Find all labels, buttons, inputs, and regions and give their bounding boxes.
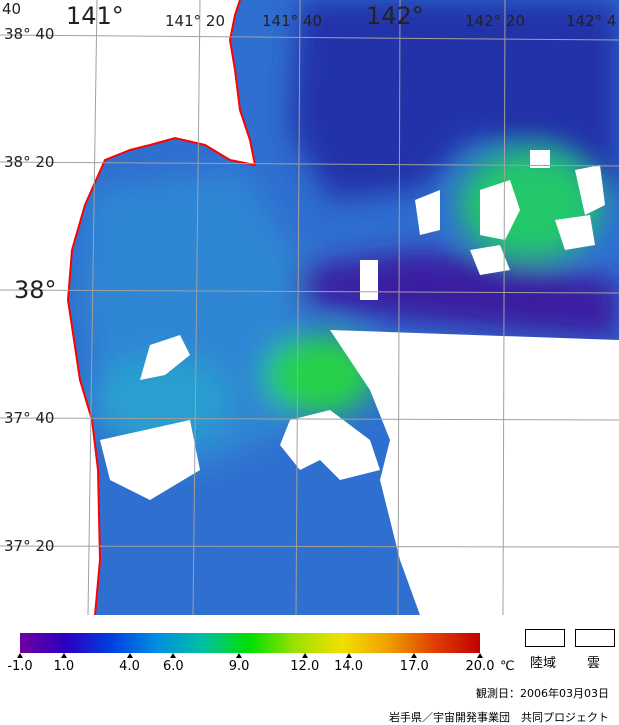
longitude-label-142-40: 142° 4 [566, 12, 617, 30]
organization-credit: 岩手県／宇宙開発事業団 共同プロジェクト [389, 711, 609, 724]
coastline [66, 0, 257, 615]
colorbar [20, 633, 480, 653]
colorbar-tick-label: 12.0 [290, 659, 320, 674]
graticule [0, 0, 619, 615]
colorbar-tick-label: 9.0 [228, 659, 250, 674]
corner-label: 40 [2, 0, 22, 18]
land-label: 陸域 [530, 656, 557, 671]
colorbar-tick-mark [60, 653, 67, 658]
sea-surface-temperature-map: 40 141° 141° 20 141° 40 142° 142° 20 142… [0, 0, 619, 615]
cloud-masks [100, 150, 619, 615]
latitude-label-38: 38° [14, 276, 57, 304]
colorbar-tick-mark [236, 653, 243, 658]
map-canvas [0, 0, 619, 615]
latitude-label-37-20: 37° 20 [4, 537, 55, 555]
colorbar-tick-mark [17, 653, 23, 658]
colorbar-tick-label: 6.0 [162, 659, 184, 674]
colorbar-tick-mark [126, 653, 133, 658]
longitude-label-141-40: 141° 40 [262, 12, 322, 30]
cloud-swatch [575, 629, 615, 647]
colorbar-tick-mark [170, 653, 177, 658]
colorbar-tick-mark [345, 653, 352, 658]
longitude-label-142-20: 142° 20 [465, 12, 525, 30]
observation-date: 観測日：2006年03月03日 [476, 687, 609, 700]
latitude-label-38-20: 38° 20 [4, 153, 55, 171]
cold-band-north [290, 0, 619, 200]
cloud-label: 雲 [587, 656, 601, 671]
land-swatch [525, 629, 565, 647]
colorbar-tick-mark [301, 653, 308, 658]
colorbar-tick-label: 20.0 [465, 659, 495, 674]
colorbar-tick-label: 1.0 [53, 659, 75, 674]
colorbar-tick-label: 4.0 [119, 659, 140, 674]
longitude-label-141: 141° [66, 2, 124, 30]
temperature-legend: -1.0 1.0 4.0 6.0 9.0 12.0 14.0 17.0 20.0 ℃ 陸域 雲 … [0, 615, 619, 725]
latitude-label-38-40: 38° 40 [4, 25, 55, 43]
colorbar-tick-label: 14.0 [334, 659, 364, 674]
longitude-label-142: 142° [366, 2, 424, 30]
colorbar-tick-mark [411, 653, 418, 658]
longitude-label-141-20: 141° 20 [165, 12, 225, 30]
unit-label: ℃ [500, 659, 515, 674]
colorbar-tick-label: -1.0 [7, 659, 33, 674]
colorbar-tick-label: 17.0 [399, 659, 429, 674]
latitude-label-37-40: 37° 40 [4, 409, 55, 427]
inland-mask [0, 0, 255, 615]
colorbar-tick-mark [477, 653, 483, 658]
